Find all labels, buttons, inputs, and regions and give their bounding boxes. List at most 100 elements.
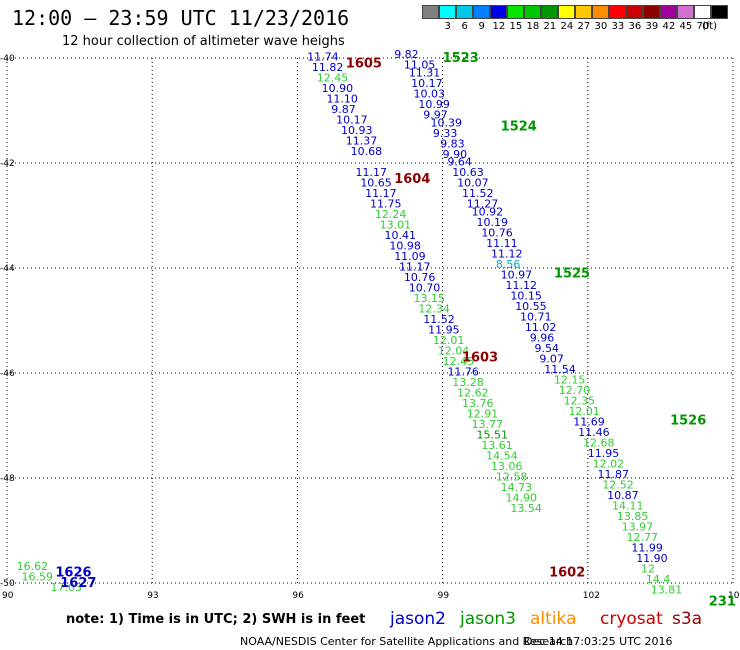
color-scale-swatch [626,5,643,19]
color-scale-swatch [694,5,711,19]
color-scale-swatch [592,5,609,19]
lon-tick-label: 90 [2,591,14,601]
satellite-legend-jason3: jason3 [460,609,516,629]
swh-value: 9.90 [443,148,468,161]
swh-value: 10.76 [481,227,513,240]
swh-value: 9.82 [394,48,419,61]
swh-value: 12.04 [438,345,470,358]
swh-value: 14.4 [646,573,671,586]
color-scale-swatch [507,5,524,19]
swh-value: 12.45 [443,355,475,368]
swh-value: 10.93 [341,124,373,137]
swh-value: 16.59 [22,570,54,583]
swh-value: 10.17 [411,77,443,90]
swh-value: 9.97 [423,108,448,121]
time-label: 1603 [462,350,498,365]
color-scale-swatch [643,5,660,19]
color-scale-swatch [490,5,507,19]
color-scale-label: 21 [543,21,557,32]
swh-value: 11.31 [409,66,441,79]
swh-value: 12.77 [627,531,659,544]
swh-value: 12.35 [564,395,596,408]
color-scale-label: 70 [696,21,710,32]
swh-value: 11.54 [544,363,576,376]
swh-value: 10.65 [360,177,392,190]
swh-value: 11.11 [486,237,518,250]
swh-value: 11.02 [525,321,557,334]
color-scale-label: 30 [594,21,608,32]
swh-value: 12.58 [496,471,527,484]
time-label: 1524 [501,119,537,134]
footnote: note: 1) Time is in UTC; 2) SWH is in fe… [66,612,366,627]
swh-value: 13.54 [510,502,542,515]
swh-value: 9.96 [530,332,555,345]
swh-value: 12.70 [559,384,591,397]
swh-value: 10.97 [501,269,533,282]
color-scale-swatch [575,5,592,19]
color-scale-label: 45 [679,21,693,32]
lat-tick-label: -46 [0,369,15,379]
color-scale-swatch [609,5,626,19]
color-scale-swatch [456,5,473,19]
time-label: 1627 [60,576,96,591]
swh-value: 10.17 [336,114,368,127]
swh-value: 12.02 [593,458,625,471]
swh-value: 9.64 [447,156,472,169]
lat-tick-label: -50 [0,579,15,589]
time-label: 1526 [670,413,706,428]
swh-value: 10.39 [431,116,463,129]
swh-value: 12.52 [602,479,634,492]
swh-value: 11.12 [491,248,523,261]
swh-value: 11.52 [423,313,455,326]
swh-value: 12.45 [317,72,349,85]
time-label: 1602 [549,566,585,581]
color-scale-label: 42 [662,21,676,32]
lon-tick-label: 105 [728,591,740,601]
swh-value: 15.51 [476,429,508,442]
swh-value: 12.91 [467,408,499,421]
swh-value: 12.34 [418,303,450,316]
swh-value: 10.70 [409,282,441,295]
swh-value: 11.17 [399,261,431,274]
swh-value: 12.68 [583,437,615,450]
lat-tick-label: -40 [0,54,15,64]
swh-value: 11.87 [597,468,629,481]
swh-value: 11.82 [312,61,344,74]
color-scale-swatch [711,5,728,19]
lat-tick-label: -48 [0,474,15,484]
swh-value: 11.46 [578,426,610,439]
time-label: 1604 [394,172,430,187]
color-scale-swatch [524,5,541,19]
swh-value: 10.76 [404,271,436,284]
color-scale-swatch [541,5,558,19]
color-scale-swatch [558,5,575,19]
swh-value: 13.28 [452,376,484,389]
color-scale-label: 24 [560,21,574,32]
swh-value: 10.41 [385,229,417,242]
swh-value: 11.95 [428,324,460,337]
satellite-legend-s3a: s3a [672,609,703,629]
color-scale-label: 9 [478,21,485,32]
swh-value: 13.06 [491,460,523,473]
swh-value: 11.05 [404,59,436,72]
color-scale-label: 6 [461,21,468,32]
swh-value: 10.92 [472,206,504,219]
lon-tick-label: 93 [147,591,158,601]
swh-value: 14.73 [501,481,533,494]
color-scale-swatch [660,5,677,19]
swh-value: 9.33 [433,127,458,140]
swh-value: 11.10 [326,93,358,106]
lon-tick-label: 102 [583,591,600,601]
swh-value: 11.17 [355,166,387,179]
swh-value: 12.24 [375,208,407,221]
swh-value: 13.61 [481,439,513,452]
swh-value: 12.01 [433,334,465,347]
satellite-legend-cryosat: cryosat [600,609,663,629]
footer-timestamp: Dec 14 17:03:25 UTC 2016 [524,635,673,648]
color-scale-label: 3 [444,21,451,32]
color-scale-swatch [677,5,694,19]
swh-value: 11.74 [307,51,339,64]
swh-value: 12.62 [457,387,489,400]
swh-value: 10.63 [452,166,484,179]
